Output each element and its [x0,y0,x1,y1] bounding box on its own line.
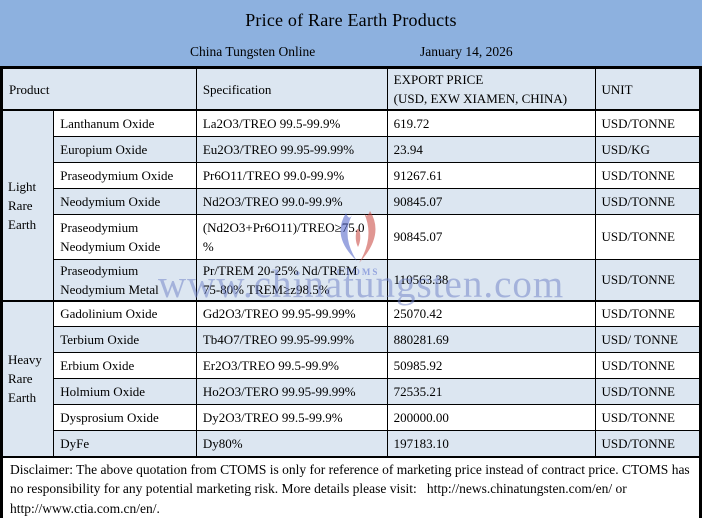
table-row: Europium Oxide Eu2O3/TREO 99.95-99.99% 2… [2,135,702,163]
spec-cell: Pr/TREM 20-25% Nd/TREM 75-80% TREM≥z98.5… [195,258,388,301]
price-header-line1: EXPORT PRICE [393,72,484,87]
unit-cell: USD/TONNE [594,299,702,327]
price-cell: 619.72 [386,109,596,137]
price-table: Product Specification EXPORT PRICE (USD,… [0,66,702,518]
disclaimer-text-or: or [612,481,627,496]
spec-cell: Ho2O3/TERO 99.95-99.99% [195,378,388,405]
disclaimer-link-news[interactable]: http://news.chinatungsten.com/en/ [426,481,613,496]
col-header-specification: Specification [195,67,388,111]
table-row: Erbium Oxide Er2O3/TREO 99.5-99.9% 50985… [2,352,702,379]
price-cell: 197183.10 [386,430,596,457]
price-cell: 23.94 [386,135,596,163]
product-cell: Praseodymium Neodymium Metal [53,258,197,301]
table-header-row: Product Specification EXPORT PRICE (USD,… [1,67,702,111]
spec-cell: Pr6O11/TREO 99.0-99.9% [195,161,388,189]
spec-cell: Tb4O7/TREO 99.95-99.99% [195,326,388,353]
table-row: Praseodymium Neodymium Metal Pr/TREM 20-… [2,258,702,301]
price-cell: 90845.07 [386,187,596,215]
spec-cell: La2O3/TREO 99.5-99.9% [195,109,388,137]
disclaimer-text: Disclaimer: The above quotation from CTO… [10,461,690,497]
table-row: Praseodymium Oxide Pr6O11/TREO 99.0-99.9… [2,161,702,189]
product-cell: Lanthanum Oxide [53,109,197,137]
unit-cell: USD/TONNE [594,109,702,137]
title-band: Price of Rare Earth Products China Tungs… [0,0,702,66]
spec-cell: Eu2O3/TREO 99.95-99.99% [195,135,388,163]
price-cell: 90845.07 [386,213,596,260]
table-row: Dysprosium Oxide Dy2O3/TREO 99.5-99.9% 2… [2,404,702,431]
price-cell: 91267.61 [386,161,596,189]
unit-cell: USD/TONNE [594,187,702,215]
table-row: Heavy Rare Earth Gadolinium Oxide Gd2O3/… [0,299,702,457]
spec-cell: Er2O3/TREO 99.5-99.9% [195,352,388,379]
unit-cell: USD/ TONNE [594,326,702,353]
spec-cell: Nd2O3/TREO 99.0-99.9% [195,187,388,215]
unit-cell: USD/TONNE [594,352,702,379]
product-cell: Terbium Oxide [53,326,197,353]
price-header-line2: (USD, EXW XIAMEN, CHINA) [393,91,568,106]
unit-cell: USD/KG [594,135,702,163]
price-cell: 880281.69 [386,326,596,353]
disclaimer: Disclaimer: The above quotation from CTO… [1,455,701,518]
unit-cell: USD/TONNE [594,161,702,189]
disclaimer-link-ctia[interactable]: http://www.ctia.com.cn/en/ [10,500,157,516]
date-label: January 14, 2026 [420,44,513,59]
group-cell-light-rare-earth: Light Rare Earth [0,109,55,301]
col-header-unit: UNIT [594,67,702,111]
product-cell: Gadolinium Oxide [53,299,197,327]
spec-cell: Gd2O3/TREO 99.95-99.99% [195,299,388,327]
price-cell: 200000.00 [386,404,596,431]
product-cell: Praseodymium Oxide [53,161,197,189]
col-header-export-price: EXPORT PRICE (USD, EXW XIAMEN, CHINA) [386,67,596,111]
disclaimer-text-end: . [156,500,160,516]
table-row: Holmium Oxide Ho2O3/TERO 99.95-99.99% 72… [2,378,702,405]
table-row: Terbium Oxide Tb4O7/TREO 99.95-99.99% 88… [2,326,702,353]
spec-cell: Dy2O3/TREO 99.5-99.9% [195,404,388,431]
table-row: Light Rare Earth Lanthanum Oxide La2O3/T… [0,109,702,301]
page-title: Price of Rare Earth Products [245,10,457,30]
product-cell: Europium Oxide [53,135,197,163]
spec-cell: Dy80% [195,430,388,457]
table-row: Neodymium Oxide Nd2O3/TREO 99.0-99.9% 90… [2,187,702,215]
price-cell: 72535.21 [386,378,596,405]
product-cell: Erbium Oxide [53,352,197,379]
price-cell: 50985.92 [386,352,596,379]
unit-cell: USD/TONNE [594,430,702,457]
price-cell: 25070.42 [386,299,596,327]
table-row: DyFe Dy80% 197183.10 USD/TONNE [2,430,702,457]
spec-cell: (Nd2O3+Pr6O11)/TREO≥75.0 % [195,213,388,260]
product-cell: DyFe [53,430,197,457]
col-header-product: Product [1,67,197,111]
unit-cell: USD/TONNE [594,258,702,301]
unit-cell: USD/TONNE [594,213,702,260]
product-cell: Neodymium Oxide [53,187,197,215]
disclaimer-row: Disclaimer: The above quotation from CTO… [1,455,701,518]
source-label: China Tungsten Online [190,44,316,59]
price-cell: 110563.38 [386,258,596,301]
table-row: Praseodymium Neodymium Oxide (Nd2O3+Pr6O… [2,213,702,260]
product-cell: Dysprosium Oxide [53,404,197,431]
group-cell-heavy-rare-earth: Heavy Rare Earth [0,299,55,457]
unit-cell: USD/TONNE [594,404,702,431]
unit-cell: USD/TONNE [594,378,702,405]
product-cell: Praseodymium Neodymium Oxide [53,213,197,260]
product-cell: Holmium Oxide [53,378,197,405]
